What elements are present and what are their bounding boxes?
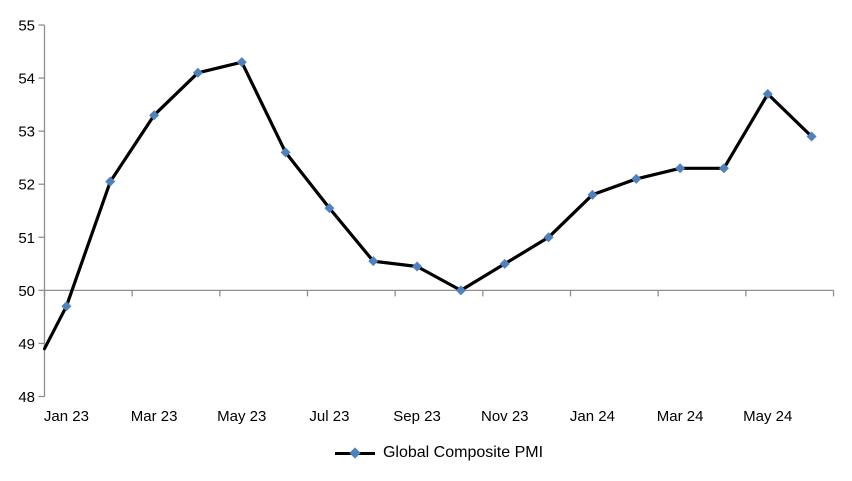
data-point-marker-feb-23 <box>105 176 116 187</box>
y-axis-tick-label: 51 <box>18 230 35 247</box>
data-point-marker-jun-24 <box>806 131 817 142</box>
data-point-marker-nov-23 <box>499 258 510 269</box>
y-axis-tick-label: 49 <box>18 336 35 353</box>
y-axis-tick-label: 55 <box>18 18 35 35</box>
data-point-marker-sep-23 <box>412 261 423 272</box>
data-point-marker-jun-23 <box>280 147 291 158</box>
y-axis-tick-label: 54 <box>18 71 35 88</box>
data-point-marker-mar-24 <box>675 163 686 174</box>
x-axis-tick-label: Jan 23 <box>44 408 89 425</box>
x-axis-tick-label: Jan 24 <box>570 408 615 425</box>
x-axis-tick-label: May 24 <box>743 408 792 425</box>
x-axis-tick-label: Sep 23 <box>393 408 441 425</box>
y-axis-tick-label: 50 <box>18 283 35 300</box>
data-point-marker-dec-23 <box>543 232 554 243</box>
data-point-marker-jan-24 <box>587 189 598 200</box>
x-axis-tick-label: May 23 <box>217 408 266 425</box>
y-axis-tick-label: 53 <box>18 124 35 141</box>
data-point-marker-apr-24 <box>718 163 729 174</box>
legend-line-diamond-icon <box>334 447 375 459</box>
data-point-marker-mar-23 <box>149 110 160 121</box>
x-axis-tick-label: Jul 23 <box>309 408 349 425</box>
legend-label: Global Composite PMI <box>382 444 544 461</box>
legend: Global Composite PMI <box>44 443 834 463</box>
data-point-marker-apr-23 <box>192 67 203 78</box>
data-point-marker-jul-23 <box>324 203 335 214</box>
data-point-marker-may-23 <box>236 57 247 68</box>
data-point-marker-feb-24 <box>631 173 642 184</box>
x-axis-tick-label: Mar 24 <box>657 408 704 425</box>
data-point-marker-aug-23 <box>368 256 379 267</box>
data-point-marker-oct-23 <box>455 285 466 296</box>
data-point-marker-jan-23 <box>61 301 72 312</box>
series-line <box>42 60 814 351</box>
y-axis-tick-label: 52 <box>18 177 35 194</box>
y-axis-tick-label: 48 <box>18 389 35 406</box>
x-axis-tick-label: Nov 23 <box>481 408 529 425</box>
data-point-marker-may-24 <box>762 88 773 99</box>
x-axis-tick-label: Mar 23 <box>131 408 178 425</box>
